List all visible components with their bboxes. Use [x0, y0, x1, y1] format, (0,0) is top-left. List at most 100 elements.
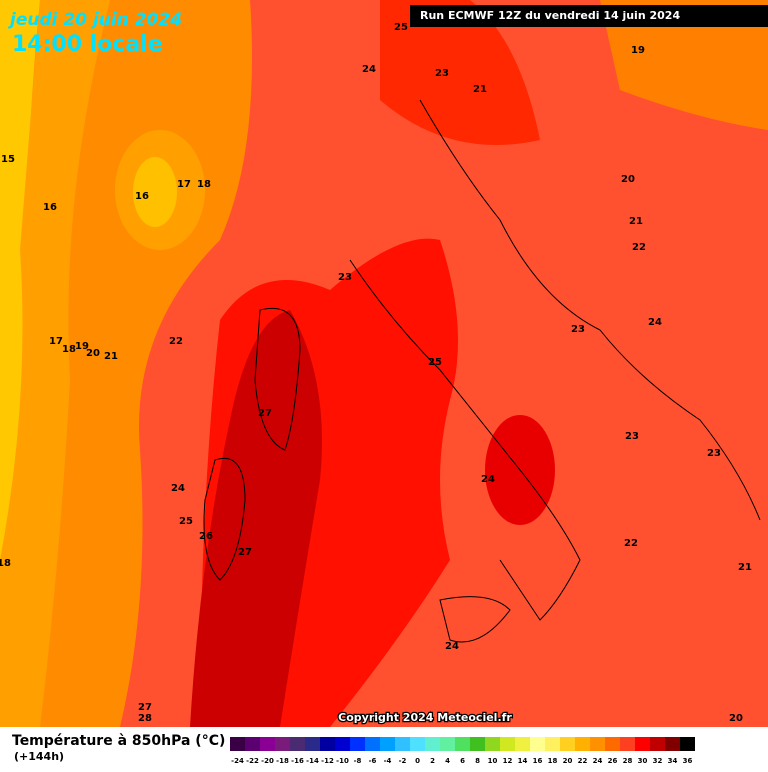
scale-swatch — [410, 737, 425, 751]
scale-label: 16 — [533, 757, 543, 765]
scale-swatch — [665, 737, 680, 751]
contour-label: 17 — [49, 336, 63, 347]
scale-swatch — [395, 737, 410, 751]
contour-label: 18 — [197, 179, 211, 190]
contour-label: 22 — [169, 336, 183, 347]
scale-swatch — [230, 737, 245, 751]
contour-label: 25 — [394, 22, 408, 33]
scale-label: -16 — [291, 757, 304, 765]
scale-label: 10 — [488, 757, 498, 765]
contour-label: 21 — [629, 216, 643, 227]
contour-label: 24 — [362, 64, 376, 75]
forecast-date: jeudi 20 juin 2024 — [7, 10, 182, 30]
copyright: Copyright 2024 Meteociel.fr — [338, 711, 512, 724]
contour-label: 21 — [738, 562, 752, 573]
contour-label: 21 — [104, 351, 118, 362]
scale-swatch — [455, 737, 470, 751]
scale-swatch — [545, 737, 560, 751]
scale-label: -12 — [321, 757, 334, 765]
scale-swatch — [260, 737, 275, 751]
scale-swatch — [635, 737, 650, 751]
contour-label: 23 — [435, 68, 449, 79]
contour-label: 24 — [171, 483, 185, 494]
run-info: Run ECMWF 12Z du vendredi 14 juin 2024 — [420, 9, 680, 22]
coastlines — [203, 99, 761, 643]
scale-swatch — [605, 737, 620, 751]
scale-swatch — [425, 737, 440, 751]
scale-label: 34 — [668, 757, 678, 765]
scale-label: 0 — [415, 757, 420, 765]
scale-label: 6 — [460, 757, 465, 765]
scale-swatch — [275, 737, 290, 751]
contour-label: 24 — [648, 317, 662, 328]
contour-label: 28 — [138, 713, 152, 724]
scale-label: -8 — [354, 757, 362, 765]
scale-label: 36 — [683, 757, 693, 765]
scale-label: -24 — [231, 757, 244, 765]
scale-swatch — [680, 737, 695, 751]
scale-swatch — [380, 737, 395, 751]
scale-swatch — [305, 737, 320, 751]
scale-swatch — [560, 737, 575, 751]
contour-label: 23 — [625, 431, 639, 442]
scale-label: 4 — [445, 757, 450, 765]
scale-label: -14 — [306, 757, 319, 765]
contour-label: 15 — [1, 154, 15, 165]
scale-swatch — [500, 737, 515, 751]
contour-label: 25 — [428, 357, 442, 368]
contour-label: 21 — [473, 84, 487, 95]
contour-label: 23 — [571, 324, 585, 335]
scale-swatch — [590, 737, 605, 751]
contour-label: 27 — [238, 547, 252, 558]
scale-label: 22 — [578, 757, 588, 765]
contour-label: 27 — [258, 408, 272, 419]
scale-label: -18 — [276, 757, 289, 765]
contour-label: 23 — [338, 272, 352, 283]
contour-label: 22 — [624, 538, 638, 549]
scale-swatch — [650, 737, 665, 751]
contour-label: 16 — [43, 202, 57, 213]
scale-label: -2 — [399, 757, 407, 765]
scale-label: -10 — [336, 757, 349, 765]
scale-swatch — [515, 737, 530, 751]
scale-label: 26 — [608, 757, 618, 765]
hot-region — [380, 0, 540, 145]
legend-title: Température à 850hPa (°C) — [12, 733, 225, 749]
scale-label: 30 — [638, 757, 648, 765]
color-scale: -24 -22 -20 -18 -16 -14 -12 -10 -8 -6 -4 -2 0 2 4 6 8 10 1… — [230, 737, 695, 765]
scale-label: 12 — [503, 757, 513, 765]
contour-label: 24 — [445, 641, 459, 652]
scale-swatch — [485, 737, 500, 751]
scale-label: 14 — [518, 757, 528, 765]
forecast-time: 14:00 locale — [12, 32, 163, 57]
scale-swatch — [620, 737, 635, 751]
scale-label: 24 — [593, 757, 603, 765]
scale-label: -22 — [246, 757, 259, 765]
warm-region — [600, 0, 768, 130]
contour-label: 27 — [138, 702, 152, 713]
contour-label: 19 — [75, 341, 89, 352]
scale-swatch — [290, 737, 305, 751]
contour-label: 17 — [177, 179, 191, 190]
scale-label: -6 — [369, 757, 377, 765]
scale-label: 2 — [430, 757, 435, 765]
scale-swatch — [575, 737, 590, 751]
warm-region — [0, 0, 110, 727]
scale-label: -20 — [261, 757, 274, 765]
contour-label: 20 — [621, 174, 635, 185]
contour-label: 20 — [86, 348, 100, 359]
scale-label: 8 — [475, 757, 480, 765]
scale-label: 28 — [623, 757, 633, 765]
warm-region — [133, 157, 177, 227]
contour-label: 18 — [0, 558, 11, 569]
scale-swatch — [335, 737, 350, 751]
core-region — [190, 310, 322, 727]
scale-label: 20 — [563, 757, 573, 765]
scale-swatch — [440, 737, 455, 751]
contour-label: 23 — [707, 448, 721, 459]
scale-swatch — [470, 737, 485, 751]
scale-swatch — [530, 737, 545, 751]
